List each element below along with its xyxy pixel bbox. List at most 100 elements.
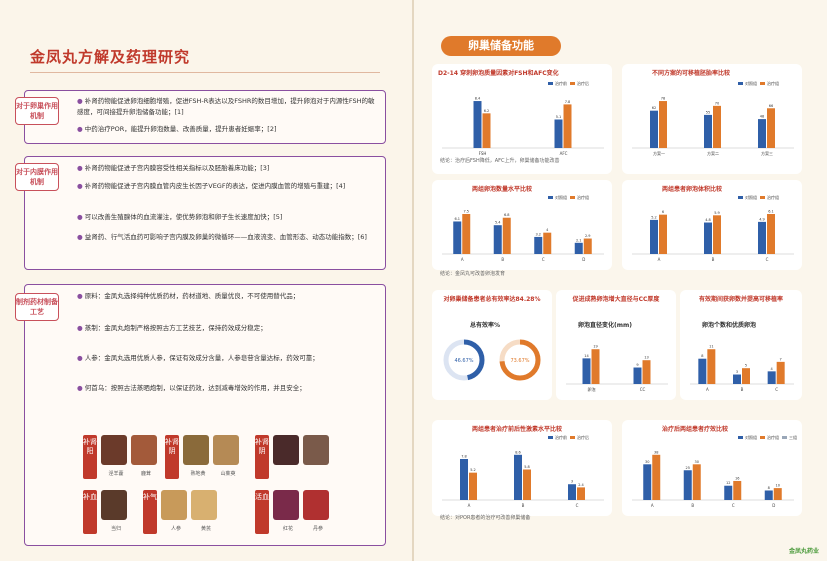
bar-value-label: 8 [768, 486, 770, 490]
donut-charts: 46.67% 73.67% [443, 339, 541, 381]
herb-group-label: 活血 [255, 490, 269, 534]
bar-value-label: 3 [571, 480, 573, 484]
preparation-process-box: 制剂药材制备工艺 ● 原料：金凤丸选择纯种优质药材，药材道地、质量优良，不可使用… [15, 284, 386, 546]
chart-title: 两组患者卵泡体积比较 [662, 186, 723, 193]
herb-group-label: 补肾阴 [165, 435, 179, 479]
category-label: 方案一 [653, 150, 665, 156]
bar-value-label: 48 [760, 115, 764, 119]
herb-image: 黄芪 [191, 490, 217, 532]
chart-title: 有效期间获卵数并提高可移植率 [698, 296, 783, 303]
bar-value-label: 13 [644, 356, 648, 360]
bar-value-label: 7.8 [565, 100, 571, 104]
category-label: 卵泡 [588, 386, 596, 392]
bar [577, 487, 585, 500]
bullet: ● 可以改善生殖腺体的血流灌注，使优势卵泡和卵子生长速度加快；[5] [77, 213, 283, 221]
bullet: ● 补肾药物能促进子宫内膜血管内皮生长因子VEGF的表达，促进内膜血管的增殖与重… [77, 182, 346, 190]
bar [652, 454, 661, 500]
category-label: C [732, 503, 735, 508]
category-label: 方案三 [761, 150, 773, 156]
category-label: A [468, 503, 471, 508]
chart-panel: 治疗后两组患者疗效比较 对照组 治疗组 三组 30 38 A 25 30 B 12 16 C 8 10 D [622, 420, 802, 516]
bar-value-label: 5.8 [524, 465, 530, 469]
bar-value-label: 19 [593, 345, 597, 349]
category-label: C [775, 387, 778, 392]
bar-value-label: 6.8 [504, 213, 510, 217]
herb-image: 当归 [101, 490, 127, 532]
herb-image: 人参 [161, 490, 187, 532]
chart-panel: 不同方案的可移植胚胎率比较 对照组 治疗组 62 78 方案一 55 70 方案二 48 66 方案… [622, 64, 802, 174]
category-label: B [741, 387, 744, 392]
bar-value-label: 8 [701, 354, 703, 358]
bullet: ● 人参：金凤丸选用优质人参，保证有效成分含量，人参皂苷含量达标，药效可靠； [77, 354, 319, 362]
bar-value-label: 6.2 [484, 109, 490, 113]
bar-value-label: 5.9 [714, 211, 720, 215]
chart-title: 两组卵泡数量水平比较 [472, 186, 533, 193]
bar [460, 458, 468, 500]
bar [514, 454, 522, 500]
bar-value-label: 7.5 [463, 210, 469, 214]
legend-label: 治疗组 [767, 194, 779, 200]
section-tag: 制剂药材制备工艺 [15, 293, 59, 321]
bar-value-label: 70 [715, 101, 719, 105]
chart-panel: 有效期间获卵数并提高可移植率 卵泡个数和优质卵泡 8 11 A 3 5 B 4 7 C [680, 290, 802, 400]
bullet: ● 中药治疗POR，能提升卵泡数量、改善质量，提升患者妊娠率；[2] [77, 125, 277, 133]
bar [659, 214, 667, 254]
herb-group: 补肾阳 淫羊藿 鹿茸 [83, 435, 157, 479]
section-banner: 卵巢储备功能 [441, 36, 561, 56]
herb-group-label: 补肾阴 [255, 435, 269, 479]
bar-value-label: 5.2 [651, 215, 657, 219]
bar-chart: 对照组 治疗组 6.17.5 A 5.46.8 B 3.2 4 C 2.12.9 D [442, 194, 604, 262]
legend-swatch [760, 82, 765, 85]
bar [469, 472, 477, 500]
bar [707, 349, 716, 384]
bar [482, 113, 491, 148]
bar [643, 464, 652, 500]
bar [767, 214, 775, 254]
bullet: ● 蒸制：金凤丸炮制严格按照古方工艺技艺，保持药效成分稳定； [77, 324, 267, 332]
herb-image: 熟地黄 [183, 435, 209, 477]
bullet: ● 何首乌：按照古法蒸晒炮制，以保证药效，达到减毒增效的作用，并且安全； [77, 384, 306, 392]
bar [591, 349, 600, 384]
bar [493, 225, 502, 254]
legend-label: 治疗前 [555, 434, 567, 440]
bar-chart: 对照组 治疗组 三组 30 38 A 25 30 B 12 16 C 8 10 D [632, 434, 797, 508]
page-fold [412, 0, 414, 561]
bar [758, 119, 766, 148]
bar-value-label: 6.1 [768, 210, 774, 214]
bar [742, 368, 750, 384]
bar [543, 232, 552, 254]
bar-value-label: 2.1 [576, 238, 582, 242]
bar [713, 215, 721, 254]
bar-value-label: 8.4 [475, 97, 481, 101]
donut-label-1: 46.67% [454, 358, 473, 364]
bar-value-label: 8.6 [515, 450, 521, 454]
bar-value-label: 4 [771, 367, 774, 371]
bar-value-label: 30 [695, 460, 699, 464]
bar-value-label: 7.8 [461, 454, 467, 458]
bar-value-label: 2.9 [585, 234, 591, 238]
legend-swatch [760, 196, 765, 199]
ovary-mechanism-box: 对于卵巢作用机制 ● 补肾药物能促进卵泡细胞增殖，促进FSH-R表达以及FSHR… [15, 90, 386, 144]
legend-swatch [548, 436, 553, 439]
bar-value-label: 4 [546, 228, 549, 232]
bar-value-label: 5.2 [470, 468, 476, 472]
bar [650, 110, 658, 148]
herb-image: 红花 [273, 490, 299, 532]
legend-label: 对照组 [745, 194, 757, 200]
herb-group-label: 补血 [83, 490, 97, 534]
chart-title: 两组患者治疗前后性激素水平比较 [472, 426, 563, 433]
bar [650, 219, 658, 254]
category-label: A [461, 257, 464, 262]
bar [659, 101, 667, 148]
chart-subtitle: 卵泡直径变化(mm) [578, 322, 632, 329]
herb-group-label: 补肾阳 [83, 435, 97, 479]
chart-panel: D2-14 穿刺卵泡质量因素对FSH和AFC变化 治疗前 治疗后 8.4 6.2 FSH… [432, 64, 612, 174]
chart-note: 结论：金凤丸可改善卵泡发育 [440, 271, 506, 277]
herb-group-label: 补气 [143, 490, 157, 534]
bar-value-label: 5 [745, 364, 747, 368]
chart-panel: 两组卵泡数量水平比较 对照组 治疗组 6.1 7.5 A 5.4 6.8 B 3.2 4 C 2.1 2… [432, 180, 612, 270]
bar [582, 358, 591, 384]
bar-chart: 8 11 A 3 5 B 4 7 C [690, 345, 794, 392]
bar-value-label: 30 [645, 460, 649, 464]
chart-note: 结论：治疗后FSH降低，AFC上升，卵巢储备功能改善 [440, 158, 560, 164]
